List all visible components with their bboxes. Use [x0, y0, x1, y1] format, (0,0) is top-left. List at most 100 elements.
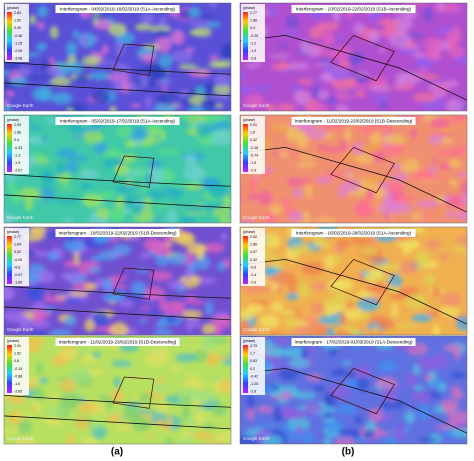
speckle	[39, 85, 52, 102]
speckle	[240, 86, 255, 94]
speckle	[413, 92, 437, 103]
speckle	[4, 104, 12, 111]
watermark: Google Earth	[243, 327, 270, 332]
speckle	[222, 194, 231, 211]
panel-title: Interferogram - 04/02/2019-16/02/2019 (S…	[60, 7, 176, 12]
speckle	[456, 315, 467, 331]
speckle	[136, 409, 156, 415]
speckle	[87, 266, 102, 273]
speckle	[14, 413, 31, 420]
speckle	[4, 288, 16, 300]
speckle	[404, 3, 429, 6]
speckle	[203, 115, 225, 123]
speckle	[201, 323, 216, 335]
legend-tick: 1.86	[14, 131, 21, 135]
speckle	[90, 255, 105, 262]
speckle	[246, 405, 255, 422]
speckle	[388, 158, 410, 165]
speckle	[438, 382, 447, 392]
speckle	[347, 172, 355, 178]
speckle	[184, 204, 208, 213]
speckle	[62, 103, 87, 111]
legend-tick: 2.52	[250, 235, 257, 239]
speckle	[144, 190, 166, 199]
panel-title: Interferogram - 10/02/2019-22/02/2019 (S…	[59, 231, 177, 236]
speckle	[171, 50, 193, 63]
speckle	[432, 323, 441, 335]
speckle	[240, 219, 256, 223]
speckle	[240, 308, 254, 321]
speckle	[39, 186, 55, 203]
interferogram-panel: (phase)2.91 1.6 0.42 -0.18 -0.74 -1.5 -2.9 Inte…	[239, 114, 468, 224]
speckle	[262, 435, 283, 444]
speckle	[395, 241, 419, 248]
speckle	[10, 76, 28, 87]
road	[4, 415, 231, 430]
road	[240, 146, 467, 213]
speckle	[324, 394, 337, 407]
speckle	[96, 59, 115, 66]
speckle	[64, 315, 77, 327]
speckle	[447, 410, 467, 423]
interferogram-panel: (phase)2.79 1.7 0.83 0.2 -0.42 -1.25 -2.8 Inter…	[239, 335, 468, 445]
speckle	[448, 159, 462, 168]
speckle	[449, 115, 467, 122]
speckle	[25, 285, 47, 301]
speckle	[300, 262, 325, 276]
title-box	[55, 338, 180, 346]
speckle	[369, 254, 385, 264]
legend-tick: 1.66	[250, 243, 257, 247]
speckle	[240, 320, 251, 334]
speckle	[296, 282, 312, 298]
colorbar	[7, 236, 12, 284]
speckle	[138, 319, 147, 324]
legend-tick: 0.83	[250, 359, 257, 363]
speckle	[124, 294, 145, 301]
speckle	[167, 252, 188, 266]
legend-tick: -0.18	[250, 146, 258, 150]
speckle	[423, 37, 443, 52]
speckle	[5, 394, 26, 405]
speckle	[324, 147, 347, 153]
speckle	[359, 311, 370, 321]
watermark: Google Earth	[7, 436, 34, 441]
speckle	[101, 44, 109, 56]
speckle	[379, 101, 388, 110]
speckle	[303, 431, 314, 444]
study-area	[112, 376, 155, 409]
speckle	[389, 31, 412, 48]
speckle	[192, 319, 200, 328]
speckle	[301, 347, 308, 359]
road	[4, 194, 231, 209]
speckle	[184, 266, 192, 281]
speckle	[347, 52, 365, 64]
speckle	[436, 149, 460, 157]
speckle	[271, 350, 291, 357]
speckle	[93, 141, 108, 154]
speckle	[145, 350, 169, 367]
panel-border	[3, 335, 232, 445]
speckle	[432, 353, 448, 363]
speckle	[250, 299, 270, 305]
speckle	[393, 195, 414, 203]
panel-title: Interferogram - 11/02/2019-23/02/2019 (S…	[295, 119, 413, 124]
speckle	[215, 324, 222, 335]
speckle	[145, 434, 153, 439]
legend-tick: 0.97	[250, 250, 257, 254]
legend-tick: 0.4	[250, 26, 255, 30]
speckle	[152, 329, 174, 335]
speckle	[316, 21, 340, 31]
watermark: Google Earth	[243, 215, 270, 220]
speckle	[292, 187, 304, 199]
speckle	[305, 402, 323, 415]
speckle	[296, 134, 309, 148]
speckle	[370, 276, 392, 281]
legend-tick: -0.42	[250, 374, 258, 378]
speckle	[178, 64, 199, 70]
speckle	[18, 66, 32, 77]
panel-border	[239, 114, 468, 224]
speckle	[59, 185, 74, 190]
interferogram-panel: (phase)2.77 1.64 0.52 -0.05 -0.6 -0.97 -1.85 In…	[3, 226, 232, 336]
speckle	[446, 98, 464, 111]
